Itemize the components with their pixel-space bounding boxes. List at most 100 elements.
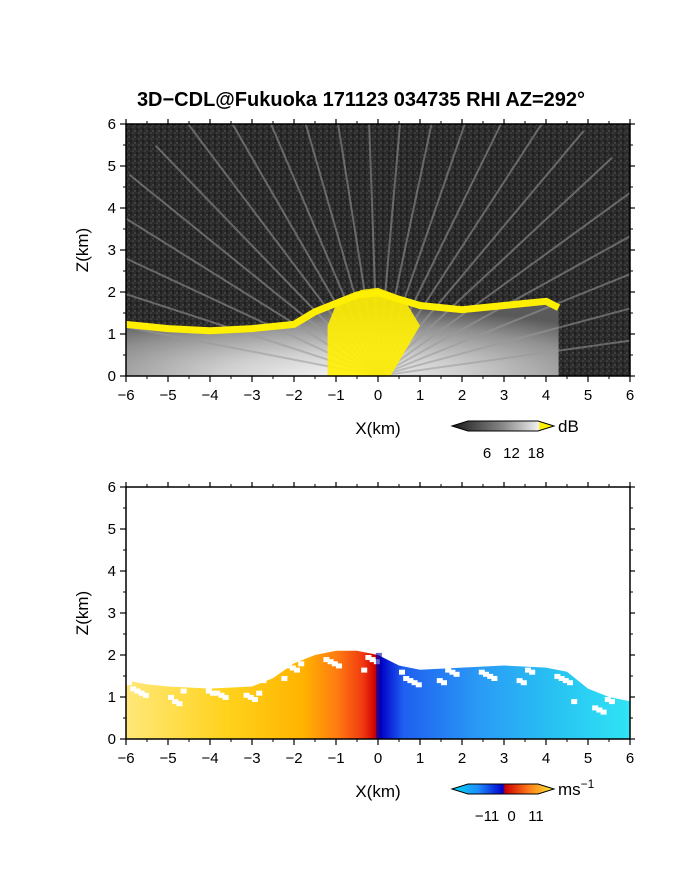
snr-ray [126,325,379,376]
velocity-speckle-cell [407,678,414,684]
snr-ytick-label: 3 [108,242,116,259]
snr-ray [377,339,630,376]
snr-colorbar-tick-label: 12 [503,445,520,462]
velocity-colorbar-tick-label: 0 [507,808,515,825]
velocity-xtick-label: 6 [626,750,634,767]
velocity-colorbar-tick-label: −11 [475,808,499,825]
snr-ytick-label: 6 [108,116,116,133]
velocity-speckle-cell [176,701,183,707]
snr-ray [377,235,630,376]
velocity-xtick-label: 4 [542,750,550,767]
velocity-xtick-label: 0 [374,750,382,767]
velocity-speckle-cell [214,690,221,696]
velocity-colorbar-ticks: −11 0 11 [475,808,544,825]
velocity-speckle-cell [222,694,229,700]
velocity-speckle-cell [256,690,263,696]
velocity-speckle-cell [323,657,330,663]
snr-ytick-label: 2 [108,284,116,301]
snr-core-high [327,287,420,376]
velocity-speckle-cell [525,667,531,673]
velocity-colorbar: −11 0 11 ms−1 [450,777,595,825]
velocity-ylabel: Z(km) [73,591,92,635]
velocity-speckle-cell [487,673,494,679]
velocity-ytick-label: 2 [108,647,116,664]
velocity-speckle-cell [571,699,578,705]
velocity-speckle [126,652,615,739]
velocity-speckle-cell [260,678,267,684]
snr-ray [377,157,613,376]
velocity-speckle-cell [126,680,132,686]
velocity-ytick-label: 3 [108,605,116,622]
velocity-speckle-cell [399,669,405,675]
velocity-speckle-cell [336,663,342,669]
velocity-speckle-cell [403,676,410,681]
velocity-speckle-cell [142,692,149,698]
velocity-speckle-cell [478,669,485,675]
velocity-ytick-label: 5 [108,521,116,538]
velocity-speckle-cell [365,655,372,660]
velocity-unit-exponent: −1 [581,777,595,791]
snr-xlabel: X(km) [355,419,400,438]
velocity-speckle-cell [205,688,212,694]
velocity-xtick-label: 2 [458,750,466,767]
snr-xtick-label: 3 [500,387,508,404]
snr-high-region [126,287,561,376]
velocity-speckle-cell [243,692,250,698]
velocity-ytick-label: 0 [108,731,116,748]
velocity-speckle-cell [520,680,527,686]
snr-xtick-label: −3 [243,387,260,404]
velocity-speckle-cell [294,667,300,673]
velocity-xtick-label: 1 [416,750,424,767]
velocity-speckle-cell [453,671,460,677]
velocity-speckle-cell [449,669,456,675]
snr-ytick-label: 1 [108,326,116,343]
velocity-speckle-cell [361,667,368,673]
velocity-speckle-cell [592,705,599,711]
velocity-xtick-label: −4 [201,750,218,767]
velocity-speckle-cell [180,688,187,694]
velocity-speckle-cell [441,680,447,686]
velocity-speckle-cell [130,686,137,692]
velocity-speckle-cell [138,690,145,696]
velocity-speckle-cell [604,697,611,702]
velocity-speckle-cell [436,678,443,684]
velocity-xtick-label: 3 [500,750,508,767]
velocity-speckle-cell [247,694,254,700]
velocity-speckle-cell [281,676,288,681]
velocity-speckle-cell [445,667,452,673]
snr-xtick-label: 6 [626,387,634,404]
snr-ytick-label: 0 [108,368,116,385]
velocity-speckle-cell [415,682,422,688]
snr-xtick-label: −6 [117,387,134,404]
velocity-speckle-cell [172,699,179,705]
snr-colorbar-ticks: 6 12 18 [483,445,545,462]
snr-x-axis: −6 −5 −4 −3 −2 −1 0 1 2 3 4 5 6 [117,119,634,404]
snr-ray [377,307,630,376]
snr-ray [377,273,630,376]
velocity-speckle-cell [483,671,489,677]
snr-ytick-label: 4 [108,200,116,217]
velocity-speckle-cell [210,690,216,696]
snr-xtick-label: 0 [374,387,382,404]
velocity-ytick-label: 1 [108,689,116,706]
snr-y-axis: 0 1 2 3 4 5 6 [108,116,635,385]
snr-xtick-label: 1 [416,387,424,404]
velocity-speckle-cell [285,663,292,669]
velocity-x-axis: −6 −5 −4 −3 −2 −1 0 1 2 3 4 5 6 [117,482,634,767]
velocity-unit-base: ms [558,780,581,799]
velocity-speckle-cell [298,661,305,667]
snr-xtick-label: 2 [458,387,466,404]
velocity-speckle-cell [529,669,536,675]
velocity-xtick-label: −3 [243,750,260,767]
velocity-colorbar-tick-label: 11 [528,808,544,825]
snr-xtick-label: −1 [327,387,344,404]
snr-ylabel: Z(km) [73,228,92,272]
velocity-speckle-cell [558,676,565,681]
velocity-speckle-cell [331,661,338,667]
velocity-colorbar-unit: ms−1 [558,777,595,799]
snr-xtick-label: −2 [285,387,302,404]
snr-ytick-label: 5 [108,158,116,175]
velocity-zero-line [375,652,382,739]
